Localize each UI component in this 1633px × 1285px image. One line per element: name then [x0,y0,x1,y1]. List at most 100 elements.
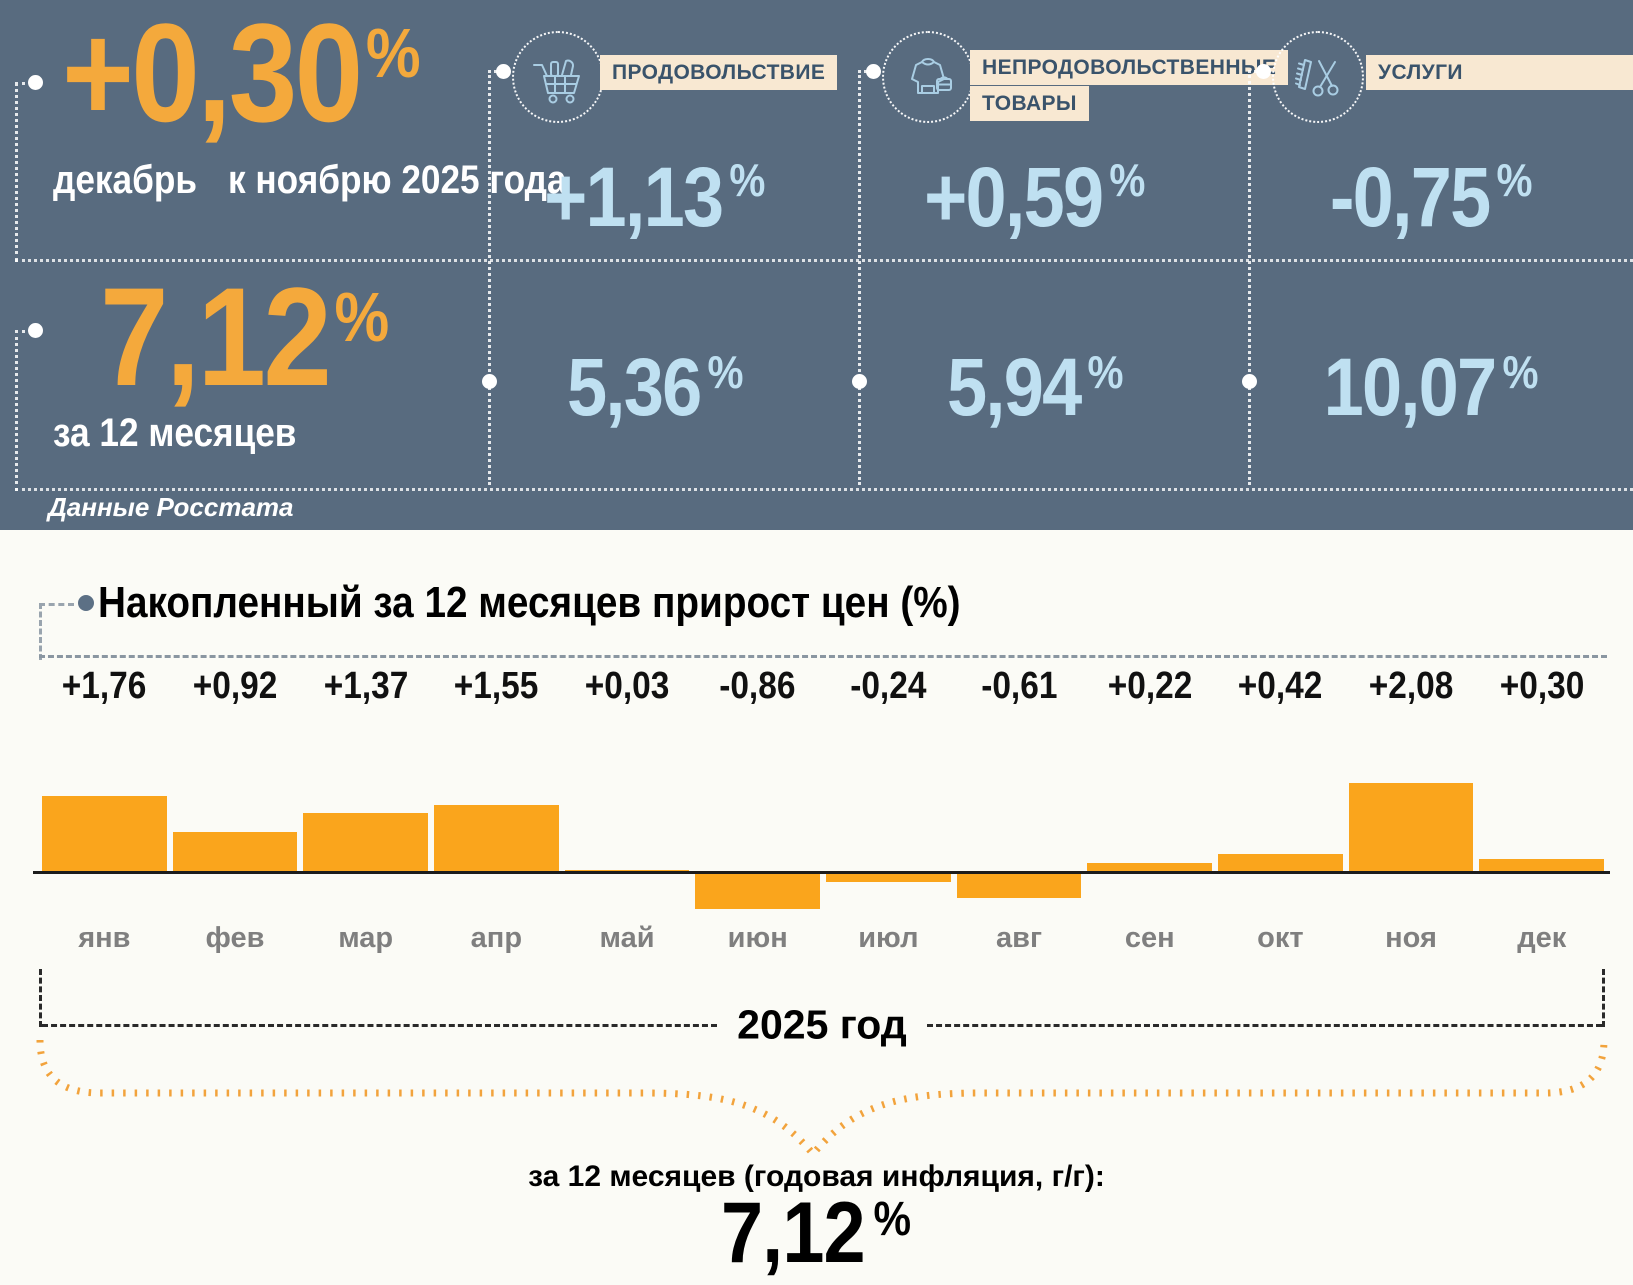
bar-slot: +1,55 апр [431,665,562,958]
bracket-dot [28,75,43,90]
dotted-divider [15,488,1633,491]
bracket-dot [496,64,511,79]
month-label: май [599,922,655,954]
dotted-bracket [15,82,32,262]
bar [42,796,167,872]
bar [695,872,821,909]
bar-slot: +0,03 май [562,665,693,958]
bracket-dot [852,374,867,389]
percent-sign: % [729,154,766,206]
dotted-bracket [488,70,503,485]
bar-value-label: +1,76 [62,665,147,707]
category-label: УСЛУГИ [1366,55,1633,91]
dotted-divider [15,259,1633,262]
percent-sign: % [334,278,390,356]
year-bracket: 2025 год [39,967,1606,1048]
bar-chart: +1,76 янв +0,92 фев +1,37 мар +1,55 апр +0,03 май… [39,665,1607,958]
percent-sign: % [1502,346,1539,398]
dashed-bracket [39,603,74,660]
annual-caption: за 12 месяцев [53,411,297,455]
zero-baseline [33,871,1610,874]
month-label: сен [1124,922,1175,954]
category-monthly-value: +1,13 % [544,150,766,244]
month-label: ноя [1385,922,1437,954]
bar-slot: +1,37 мар [300,665,431,958]
bracket-dot [1256,64,1271,79]
dotted-bracket [15,330,32,491]
bar [1087,863,1213,872]
monthly-inflation-value: +0,30 % [62,3,470,143]
bar-value-label: +1,55 [454,665,539,707]
monthly-caption: декабрь к ноябрю 2025 года [53,157,613,203]
bar-slot: +0,30 дек [1476,665,1607,958]
category-annual-value: 5,36 % [566,342,744,433]
percent-sign: % [1496,154,1533,206]
bracket-dot [1242,374,1257,389]
bracket-tick [1602,969,1606,1027]
month-label: окт [1257,922,1304,954]
bracket-dot [866,64,881,79]
bar-slot: -0,86 июн [692,665,823,958]
bar [1348,783,1474,872]
month-label: авг [996,922,1043,954]
annual-inflation-value: 7,12 % [100,267,429,407]
month-label: фев [205,922,265,954]
bar-value-label: -0,86 [719,665,796,707]
bar-value-label: +0,42 [1238,665,1323,707]
annual-value-number: 7,12 [100,258,332,415]
bar-value-label: +0,92 [192,665,278,707]
bar [303,813,429,872]
bar-value-label: +2,08 [1368,665,1454,707]
bullet-dot [78,595,94,611]
bar-value-label: +1,37 [323,665,408,707]
bar-value-label: -0,61 [980,665,1058,707]
dotted-bracket [858,70,873,485]
category-column-nonfood: НЕПРОДОВОЛЬСТВЕННЫЕ ТОВАРЫ +0,59 % 5,94 … [840,0,1289,530]
percent-sign: % [874,1193,912,1246]
bar [1218,854,1343,872]
category-monthly-value: -0,75 % [1330,150,1533,244]
bar-slot: +0,22 сен [1084,665,1215,958]
bar-slot: -0,61 авг [954,665,1085,958]
category-annual-value: 10,07 % [1324,342,1539,433]
bar [826,872,951,882]
bracket-dot [482,374,497,389]
month-label: июн [727,922,788,954]
dashed-line [926,1024,1603,1027]
bar-value-label: +0,03 [584,665,670,707]
bar-value-label: +0,22 [1107,665,1193,707]
category-column-food: ПРОДОВОЛЬСТВИЕ +1,13 % 5,36 % [470,0,840,530]
annual-summary-caption: за 12 месяцев (годовая инфляция, г/г): [528,1160,1105,1193]
category-monthly-value: +0,59 % [924,150,1146,244]
month-label: июл [858,922,919,954]
monthly-value-number: +0,30 [62,0,363,151]
category-column-services: УСЛУГИ -0,75 % 10,07 % [1230,0,1633,530]
bracket-tick [39,969,42,1027]
bracket-dot [28,323,43,338]
monthly-caption-line1: декабрь [53,158,198,202]
source-note: Данные Росстата [48,492,294,522]
bar-value-label: -0,24 [850,665,927,707]
bar [434,805,559,872]
bar-slot: +0,42 окт [1215,665,1346,958]
percent-sign: % [365,14,421,92]
bar [1479,859,1605,872]
brace-curve [36,1039,1608,1160]
percent-sign: % [1087,346,1124,398]
dashed-underline [39,655,1607,658]
month-label: мар [338,922,394,954]
month-label: апр [470,922,523,954]
bar-value-label: +0,30 [1499,665,1585,707]
bar [172,832,298,872]
bar-slot: +1,76 янв [39,665,170,958]
grocery-cart-icon [512,31,604,123]
clothing-bag-icon [882,31,974,123]
bar-slot: +2,08 ноя [1346,665,1477,958]
percent-sign: % [707,346,744,398]
dashed-line [42,1024,718,1027]
scissors-comb-icon [1272,31,1364,123]
category-label: НЕПРОДОВОЛЬСТВЕННЫЕ ТОВАРЫ [970,50,1289,122]
bar [956,872,1082,898]
bar-slot: +0,92 фев [170,665,301,958]
